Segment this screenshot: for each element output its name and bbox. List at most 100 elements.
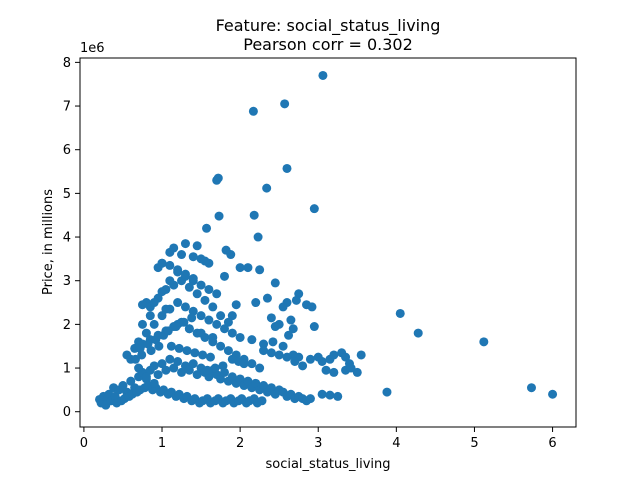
scatter-point <box>180 269 190 279</box>
scatter-point <box>251 378 261 388</box>
scatter-point <box>278 341 288 351</box>
scatter-point <box>262 293 272 303</box>
scatter-point <box>226 250 236 260</box>
y-tick-label: 0 <box>63 405 71 420</box>
scatter-point <box>317 389 327 399</box>
scatter-point <box>177 250 187 260</box>
scatter-point <box>282 163 292 173</box>
scatter-point <box>262 183 272 193</box>
scatter-point <box>200 256 210 266</box>
scatter-point <box>173 298 183 308</box>
x-tick-label: 2 <box>236 436 244 451</box>
x-tick-label: 3 <box>314 436 322 451</box>
scatter-point <box>268 337 278 347</box>
y-axis-ticks: 0 1 2 3 4 5 6 7 8 <box>63 56 80 420</box>
scatter-point <box>356 350 366 360</box>
scatter-point <box>239 359 249 369</box>
scatter-point <box>165 304 175 314</box>
scatter-point <box>548 389 558 399</box>
scatter-point <box>153 370 163 380</box>
scatter-point <box>188 359 198 369</box>
scatter-point <box>346 363 356 373</box>
scatter-point <box>192 370 202 380</box>
scatter-point <box>145 311 155 321</box>
scatter-point <box>149 361 159 371</box>
scatter-point <box>187 313 197 323</box>
scatter-point <box>223 317 233 327</box>
scatter-point <box>259 381 269 391</box>
scatter-point <box>298 361 308 371</box>
scatter-point <box>309 204 319 214</box>
scatter-point <box>216 311 226 321</box>
scatter-point <box>309 322 319 332</box>
scatter-point <box>177 367 187 377</box>
scatter-point <box>180 239 190 249</box>
scatter-point <box>196 311 206 321</box>
scatter-point <box>243 376 253 386</box>
y-tick-label: 8 <box>63 56 71 71</box>
y-axis-label: Price, in millions <box>41 189 56 295</box>
scatter-point <box>290 357 300 366</box>
scatter-point <box>248 106 258 116</box>
scatter-point <box>235 263 245 273</box>
x-tick-label: 5 <box>470 436 478 451</box>
scatter-point <box>134 363 144 373</box>
scatter-point <box>227 328 237 338</box>
scatter-point <box>305 394 315 404</box>
scatter-point <box>291 295 301 305</box>
scatter-point <box>130 354 140 364</box>
x-tick-label: 4 <box>392 436 400 451</box>
y-tick-label: 6 <box>63 143 71 158</box>
scatter-point <box>212 319 222 329</box>
scatter-point <box>184 282 194 292</box>
scatter-point <box>190 348 200 358</box>
scatter-point <box>305 354 315 364</box>
scatter-point <box>259 346 269 356</box>
scatter-point <box>255 363 265 373</box>
x-tick-label: 1 <box>158 436 166 451</box>
scatter-point <box>149 298 159 308</box>
scatter-point <box>180 302 190 312</box>
scatter-point <box>249 210 259 220</box>
scatter-point <box>171 322 181 332</box>
scatter-point <box>146 346 156 356</box>
scatter-point <box>280 99 290 109</box>
scatter-point <box>192 289 202 299</box>
scatter-point <box>179 317 189 327</box>
scatter-point <box>329 367 339 377</box>
scatter-point <box>163 326 173 336</box>
scatter-point <box>196 280 206 290</box>
scatter-point <box>154 341 164 351</box>
y-tick-label: 3 <box>63 274 71 289</box>
scatter-point <box>188 252 198 262</box>
chart-subtitle: Pearson corr = 0.302 <box>243 35 413 54</box>
scatter-point <box>182 346 192 356</box>
scatter-point <box>173 265 183 275</box>
scatter-point <box>382 387 392 397</box>
scatter-point <box>205 352 215 362</box>
scatter-point <box>220 271 229 281</box>
scatter-point <box>413 328 423 338</box>
scatter-point <box>174 343 184 353</box>
scatter-point <box>307 302 317 312</box>
scatter-point <box>202 223 212 233</box>
scatter-point <box>212 289 222 299</box>
scatter-point <box>216 341 226 351</box>
x-axis-ticks: 0 1 2 3 4 5 6 <box>80 427 557 451</box>
scatter-point <box>173 357 183 366</box>
scatter-point <box>198 350 208 360</box>
scatter-point <box>266 313 276 323</box>
scatter-point <box>212 175 222 185</box>
scatter-point <box>184 324 194 334</box>
scatter-point <box>137 319 147 329</box>
scatter-point <box>202 365 212 375</box>
scatter-point <box>255 265 265 275</box>
y-offset-label: 1e6 <box>80 41 105 56</box>
scatter-point <box>318 70 328 80</box>
scatter-point <box>266 348 276 358</box>
scatter-point <box>227 372 237 382</box>
scatter-point <box>118 381 128 391</box>
scatter-point <box>231 300 241 310</box>
y-tick-label: 7 <box>63 100 71 115</box>
scatter-point <box>165 260 175 270</box>
